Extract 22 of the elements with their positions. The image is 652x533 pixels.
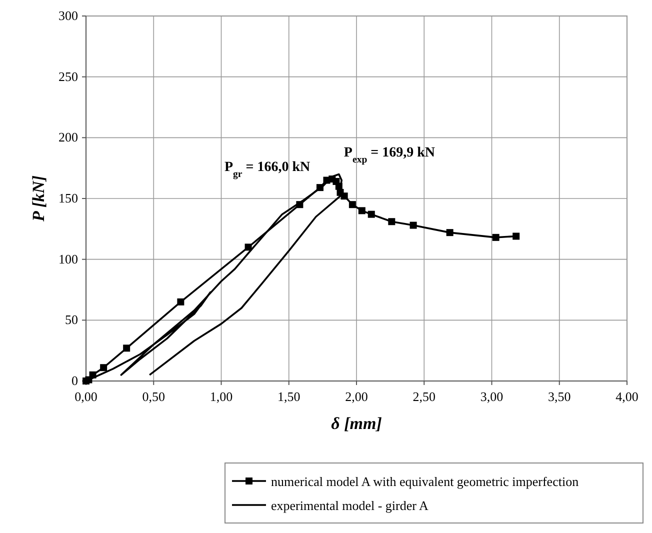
y-tick-label: 150: [58, 190, 78, 206]
x-tick-label: 0,00: [74, 389, 98, 404]
y-tick-label: 0: [72, 373, 78, 388]
x-tick-label: 3,00: [480, 389, 504, 404]
legend-label: experimental model - girder A: [271, 498, 429, 513]
annotation: P$_{gr}$ = 166,0 kN: [224, 160, 310, 180]
x-tick-label: 2,50: [412, 389, 436, 404]
x-tick-label: 1,00: [210, 389, 233, 404]
legend-label: numerical model A with equivalent geometric imperfection: [271, 474, 580, 489]
x-tick-label: 4,00: [616, 389, 638, 404]
y-tick-label: 250: [58, 68, 78, 84]
x-tick-label: 1,50: [278, 389, 300, 404]
y-axis-title: P [kN]: [29, 175, 48, 223]
x-tick-label: 0,50: [142, 389, 165, 404]
x-tick-label: 3,50: [548, 389, 571, 404]
x-axis-title: δ [mm]: [331, 414, 382, 433]
y-tick-label: 300: [58, 8, 78, 23]
y-tick-label: 100: [58, 251, 78, 266]
x-tick-label: 2,00: [345, 389, 368, 404]
y-tick-label: 50: [65, 312, 78, 328]
annotation: P$_{exp}$ = 169,9 kN: [344, 145, 436, 165]
y-tick-label: 200: [58, 130, 78, 145]
